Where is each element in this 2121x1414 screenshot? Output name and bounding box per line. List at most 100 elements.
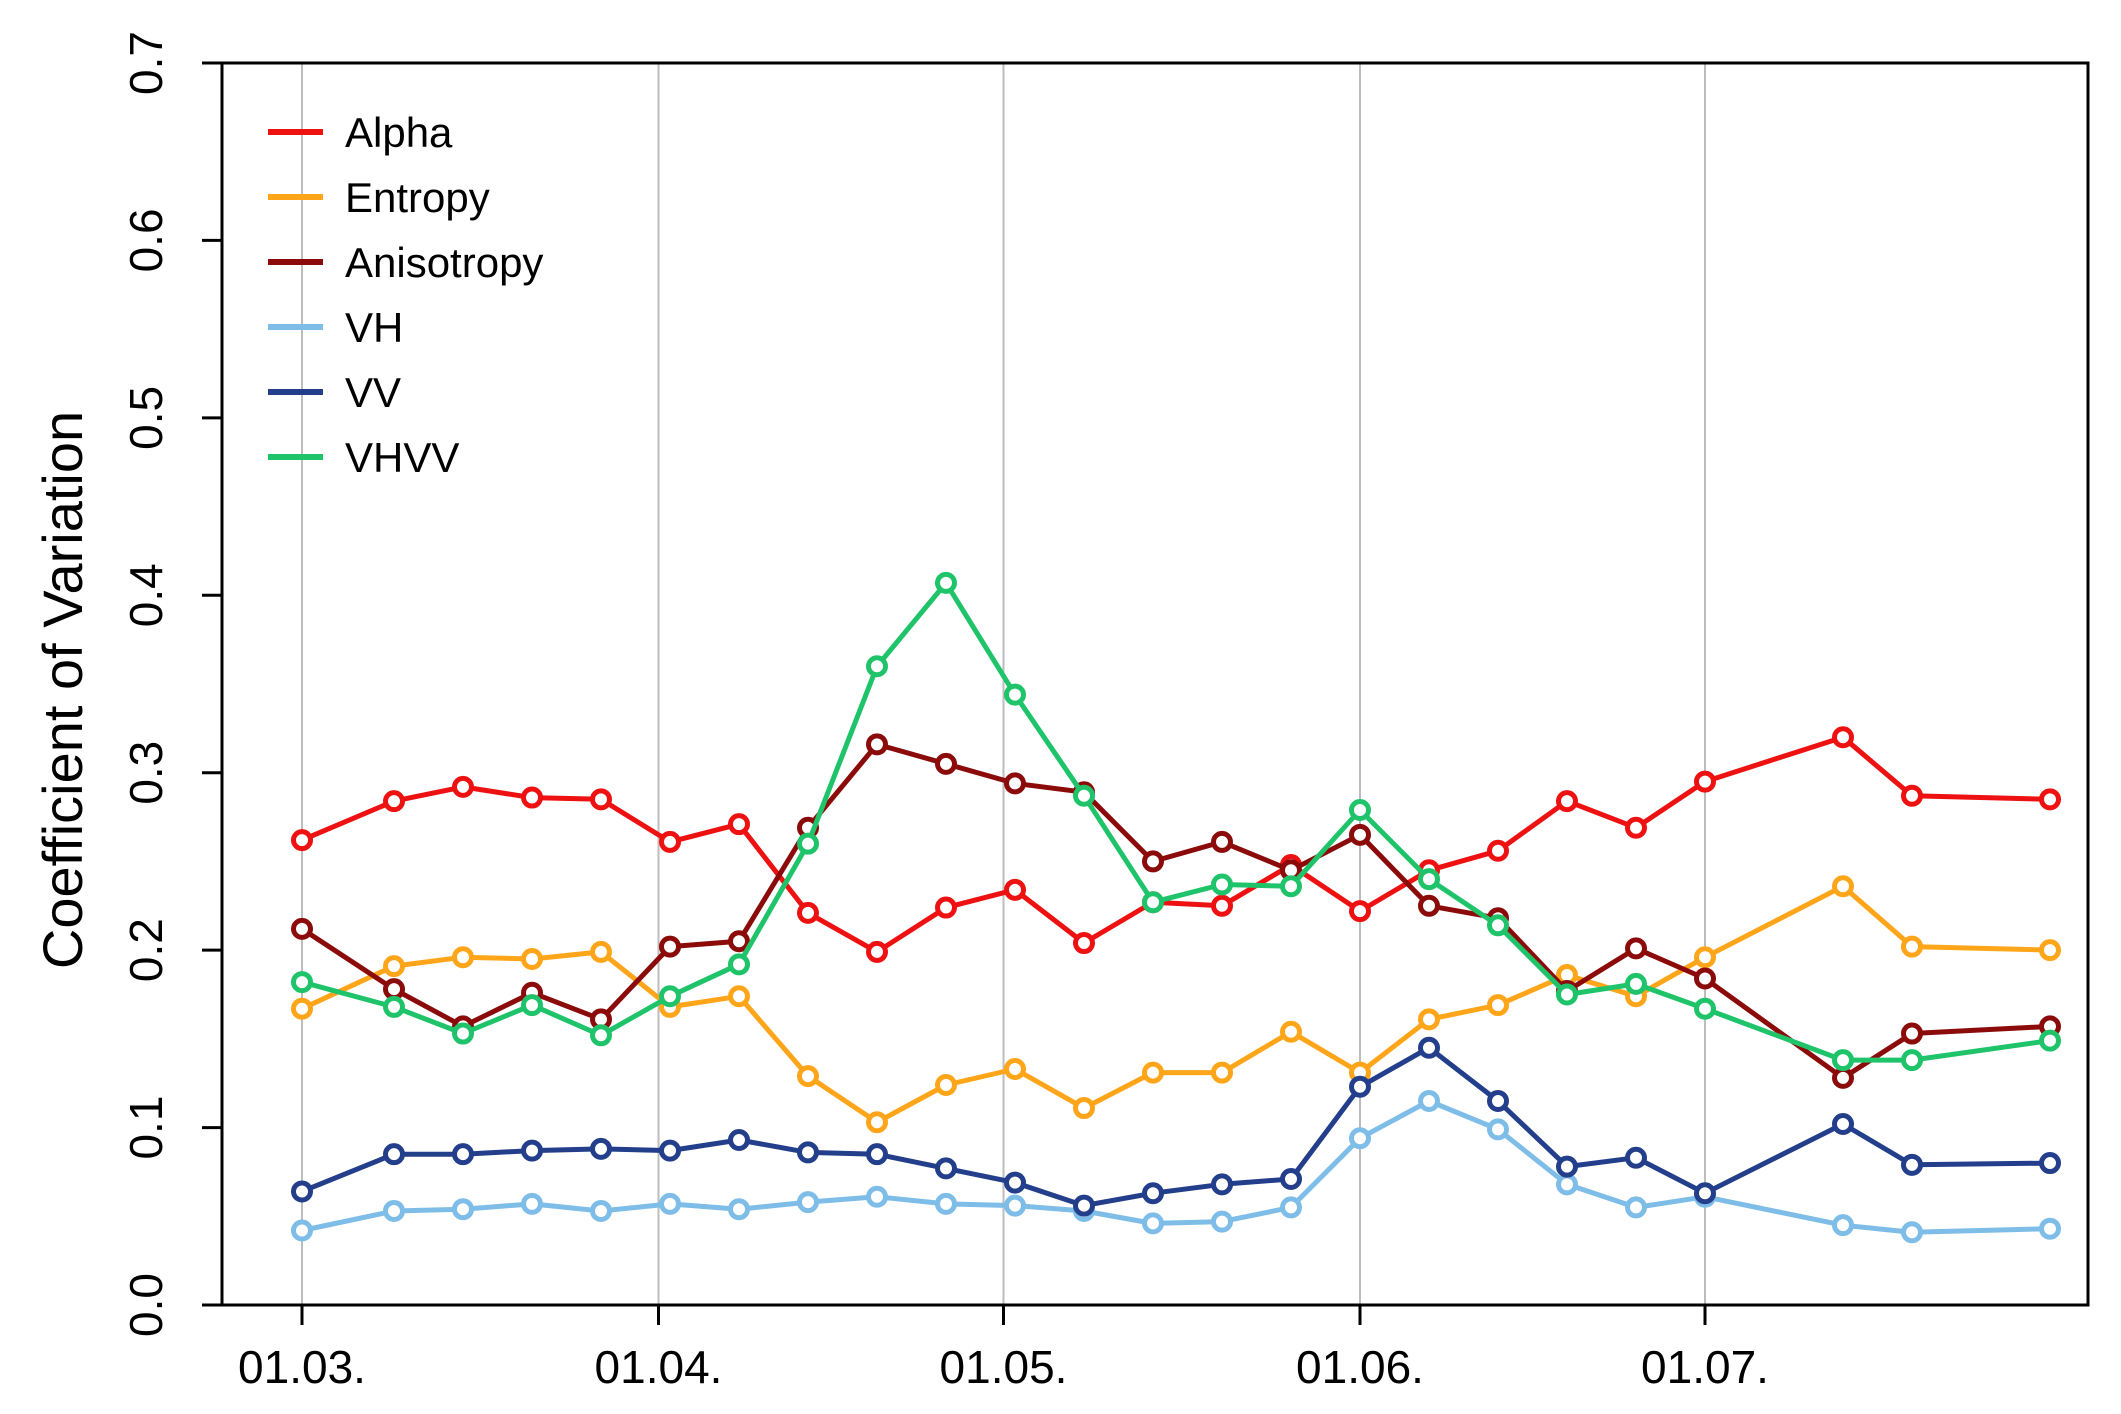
series-anisotropy [291,733,2061,1089]
point-anisotropy-22 [1901,1022,1923,1045]
point-alpha-20 [1694,770,1716,793]
point-alpha-17 [1487,839,1509,862]
series-vv [291,1036,2061,1217]
point-vh-6 [728,1198,750,1221]
point-anisotropy-12 [1142,850,1164,873]
point-entropy-2 [452,946,474,969]
point-anisotropy-19 [1625,937,1647,960]
point-entropy-4 [590,940,612,963]
x-tick-label-0: 01.03. [238,1341,366,1393]
point-vh-0 [291,1219,313,1242]
series-alpha [291,726,2061,963]
point-vv-21 [1832,1113,1854,1136]
point-vh-16 [1418,1089,1440,1112]
point-alpha-1 [383,790,405,813]
point-entropy-21 [1832,875,1854,898]
point-vh-9 [935,1192,957,1215]
point-vh-14 [1280,1196,1302,1219]
point-vh-7 [797,1191,819,1214]
point-anisotropy-10 [1004,772,1026,795]
point-vv-10 [1004,1171,1026,1194]
point-anisotropy-21 [1832,1066,1854,1089]
y-tick-label-5: 0.5 [120,386,172,450]
point-vv-3 [521,1139,543,1162]
point-entropy-23 [2039,939,2061,962]
series-group [291,571,2061,1244]
x-tick-label-1: 01.04. [595,1341,723,1393]
legend-label-vh: VH [345,304,403,351]
point-anisotropy-16 [1418,894,1440,917]
point-vh-12 [1142,1212,1164,1235]
point-anisotropy-6 [728,930,750,953]
point-vhvv-15 [1349,798,1371,821]
point-vv-1 [383,1143,405,1166]
plot-frame [220,61,2090,1307]
y-tick-label-2: 0.2 [120,918,172,982]
point-vv-18 [1556,1155,1578,1178]
point-alpha-9 [935,896,957,919]
y-tick-label-1: 0.1 [120,1096,172,1160]
legend-label-vhvv: VHVV [345,434,459,481]
point-vhvv-14 [1280,875,1302,898]
point-entropy-14 [1280,1020,1302,1043]
x-tick-label-4: 01.07. [1641,1341,1769,1393]
point-vhvv-6 [728,953,750,976]
point-vhvv-10 [1004,683,1026,706]
point-vv-19 [1625,1146,1647,1169]
point-vv-2 [452,1143,474,1166]
point-entropy-12 [1142,1061,1164,1084]
point-vhvv-0 [291,971,313,994]
series-vh [291,1089,2061,1244]
point-alpha-23 [2039,788,2061,811]
point-vv-22 [1901,1153,1923,1176]
y-tick-label-4: 0.4 [120,563,172,627]
point-vhvv-2 [452,1022,474,1045]
point-vhvv-13 [1211,873,1233,896]
series-line-vhvv [301,580,2051,1063]
point-entropy-11 [1073,1097,1095,1120]
legend-label-alpha: Alpha [345,109,453,156]
point-vh-3 [521,1192,543,1215]
point-alpha-3 [521,786,543,809]
point-vh-19 [1625,1196,1647,1219]
point-anisotropy-8 [866,733,888,756]
legend-label-anisotropy: Anisotropy [345,239,543,286]
point-vh-1 [383,1199,405,1222]
point-vh-15 [1349,1127,1371,1150]
point-entropy-3 [521,948,543,971]
point-vhvv-1 [383,995,405,1018]
point-alpha-6 [728,813,750,836]
point-vhvv-9 [935,571,957,594]
point-vhvv-7 [797,832,819,855]
point-alpha-15 [1349,900,1371,923]
series-line-alpha [301,734,2051,955]
point-vv-12 [1142,1182,1164,1205]
point-alpha-0 [291,829,313,852]
x-tick-label-2: 01.05. [940,1341,1068,1393]
point-entropy-10 [1004,1058,1026,1081]
point-vhvv-16 [1418,868,1440,891]
point-entropy-6 [728,985,750,1008]
point-vv-14 [1280,1168,1302,1191]
point-anisotropy-1 [383,978,405,1001]
point-vhvv-4 [590,1024,612,1047]
point-alpha-13 [1211,894,1233,917]
point-anisotropy-5 [659,935,681,958]
series-line-anisotropy [300,741,2051,1081]
point-entropy-17 [1487,994,1509,1017]
point-anisotropy-20 [1694,967,1716,990]
point-vhvv-23 [2039,1029,2061,1052]
series-vhvv [291,571,2061,1072]
point-vhvv-18 [1556,983,1578,1006]
point-vv-5 [659,1139,681,1162]
point-anisotropy-0 [291,917,313,940]
point-anisotropy-13 [1211,830,1233,853]
point-vhvv-19 [1625,972,1647,995]
point-vhvv-17 [1487,914,1509,937]
point-vh-5 [659,1192,681,1215]
point-vv-6 [728,1128,750,1151]
point-vh-23 [2039,1217,2061,1240]
point-entropy-22 [1901,935,1923,958]
